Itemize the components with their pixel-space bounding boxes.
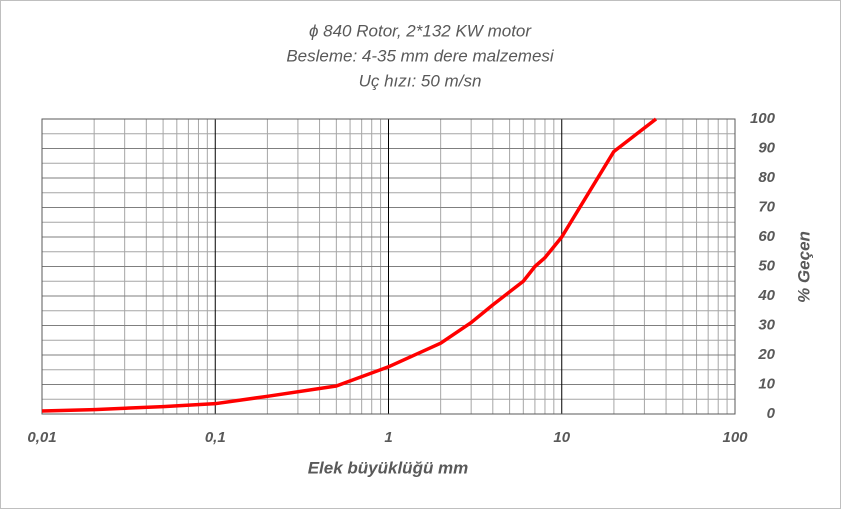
y-tick-label: 100 [750,110,776,127]
y-tick-label: 90 [758,139,775,156]
x-tick-label: 0,1 [205,429,226,446]
y-tick-label: 40 [757,287,775,304]
y-tick-label: 20 [757,346,775,363]
chart-subtitle: Besleme: 4-35 mm dere malzemesi [286,46,555,65]
chart-subtitle: Uç hızı: 50 m/sn [359,71,482,90]
y-tick-label: 70 [758,198,775,215]
x-tick-label: 10 [553,429,570,446]
y-axis-title: % Geçen [794,231,813,303]
x-tick-label: 100 [722,429,748,446]
data-line [41,117,658,413]
x-axis-title: Elek büyüklüğü mm [308,458,469,477]
y-tick-label: 0 [767,405,776,422]
y-tick-label: 10 [758,375,775,392]
y-tick-label: 80 [758,169,775,186]
x-tick-label: 1 [384,429,392,446]
plot-frame [41,118,736,415]
chart-title: ϕ 840 Rotor, 2*132 KW motor [309,21,532,40]
y-tick-label: 50 [758,257,775,274]
y-tick-label: 30 [758,316,775,333]
y-tick-label: 60 [758,228,775,245]
x-tick-label: 0,01 [27,429,56,446]
